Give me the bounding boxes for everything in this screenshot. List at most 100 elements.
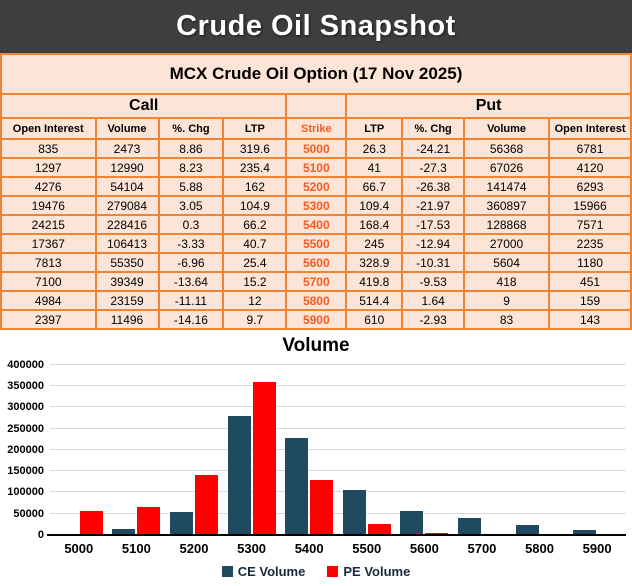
table-cell: 41 [345,157,404,178]
x-tick-label: 5400 [294,541,324,556]
x-axis-line [47,534,626,536]
table-cell: 27000 [463,233,551,254]
table-cell: -27.3 [401,157,466,178]
column-header-row: Open Interest Volume%. Chg LTP Strike LTP%. … [0,117,632,140]
ce-volume-bar [285,438,309,535]
table-cell: 835 [0,138,97,159]
table-cell: 7100 [0,271,97,292]
legend-item-ce-volume: CE Volume [221,564,306,579]
table-cell: 67026 [463,157,551,178]
table-cell: 141474 [463,176,551,197]
legend-label: CE Volume [237,564,306,579]
table-cell: 235.4 [222,157,288,178]
table-cell: 19476 [0,195,97,216]
gridline [50,491,626,492]
table-cell: 6293 [548,176,632,197]
table-cell: -21.97 [401,195,466,216]
table-cell: 1.64 [401,290,466,311]
table-cell: 419.8 [345,271,404,292]
x-tick-label: 5900 [582,541,612,556]
ce-volume-bar [515,525,539,535]
table-cell: 9 [463,290,551,311]
table-cell: 610 [345,309,404,330]
table-cell: 56368 [463,138,551,159]
column-header-open-interest: Open Interest [548,117,632,140]
table-cell: 15966 [548,195,632,216]
gridline [50,406,626,407]
column-header-volume: Volume [463,117,551,140]
title-banner: Crude Oil Snapshot [0,0,632,53]
bar-group-5000 [50,365,108,535]
column-header-ltp: LTP [345,117,404,140]
x-tick-label: 5700 [467,541,497,556]
column-header--chg: %. Chg [401,117,466,140]
chart-legend: CE Volume PE Volume [0,564,632,579]
table-cell: -12.94 [401,233,466,254]
table-cell: -24.21 [401,138,466,159]
strike-cell: 5800 [285,290,348,311]
table-cell: 26.3 [345,138,404,159]
table-cell: 128868 [463,214,551,235]
y-tick-label: 400000 [7,359,44,371]
table-cell: -13.64 [157,271,225,292]
table-cell: 39349 [94,271,160,292]
pe-volume-bar [137,507,161,535]
x-tick-label: 5100 [121,541,151,556]
gridline [50,428,626,429]
bar-group-5500 [338,365,396,535]
x-tick-label: 5600 [409,541,439,556]
strike-cell: 5700 [285,271,348,292]
call-group-header: Call [0,93,288,119]
table-cell: 83 [463,309,551,330]
group-header-row: Call Put [0,93,632,119]
table-cell: 7813 [0,252,97,273]
y-tick-label: 200000 [7,444,44,456]
table-cell: 451 [548,271,632,292]
table-cell: -6.96 [157,252,225,273]
y-tick-label: 300000 [7,401,44,413]
strike-cell: 5400 [285,214,348,235]
gridline [50,385,626,386]
table-cell: 328.9 [345,252,404,273]
x-tick-label: 5300 [237,541,267,556]
bar-group-5700 [453,365,511,535]
table-row: 7100 39349 -13.64 15.2 5700 419.8 -9.53 418 451 [0,271,632,292]
ce-volume-bar [573,530,597,535]
table-row: 4276 54104 5.88 162 5200 66.7 -26.38 141474 6293 [0,176,632,197]
table-cell: 245 [345,233,404,254]
table-cell: 66.7 [345,176,404,197]
legend-item-pe-volume: PE Volume [327,564,410,579]
table-cell: -26.38 [401,176,466,197]
bar-group-5800 [511,365,569,535]
table-cell: 8.86 [157,138,225,159]
table-cell: -10.31 [401,252,466,273]
pe-volume-bar [79,511,103,535]
table-cell: 109.4 [345,195,404,216]
table-cell: 24215 [0,214,97,235]
table-cell: 11496 [94,309,160,330]
y-tick-label: 50000 [13,508,44,520]
strike-cell: 5500 [285,233,348,254]
ce-volume-bar [400,511,424,535]
table-cell: 23159 [94,290,160,311]
table-cell: 1180 [548,252,632,273]
strike-cell: 5300 [285,195,348,216]
table-cell: -9.53 [401,271,466,292]
strike-cell: 5100 [285,157,348,178]
table-cell: -2.93 [401,309,466,330]
table-cell: 25.4 [222,252,288,273]
table-cell: 5.88 [157,176,225,197]
table-cell: 55350 [94,252,160,273]
chart-bars [50,365,626,535]
table-row: 24215 228416 0.3 66.2 5400 168.4 -17.53 128868 7… [0,214,632,235]
table-cell: 162 [222,176,288,197]
table-cell: 6781 [548,138,632,159]
table-cell: 319.6 [222,138,288,159]
table-row: 17367 106413 -3.33 40.7 5500 245 -12.94 27000 22… [0,233,632,254]
table-cell: 2397 [0,309,97,330]
table-cell: 2235 [548,233,632,254]
table-cell: 17367 [0,233,97,254]
table-cell: 159 [548,290,632,311]
x-tick-label: 5800 [525,541,554,556]
